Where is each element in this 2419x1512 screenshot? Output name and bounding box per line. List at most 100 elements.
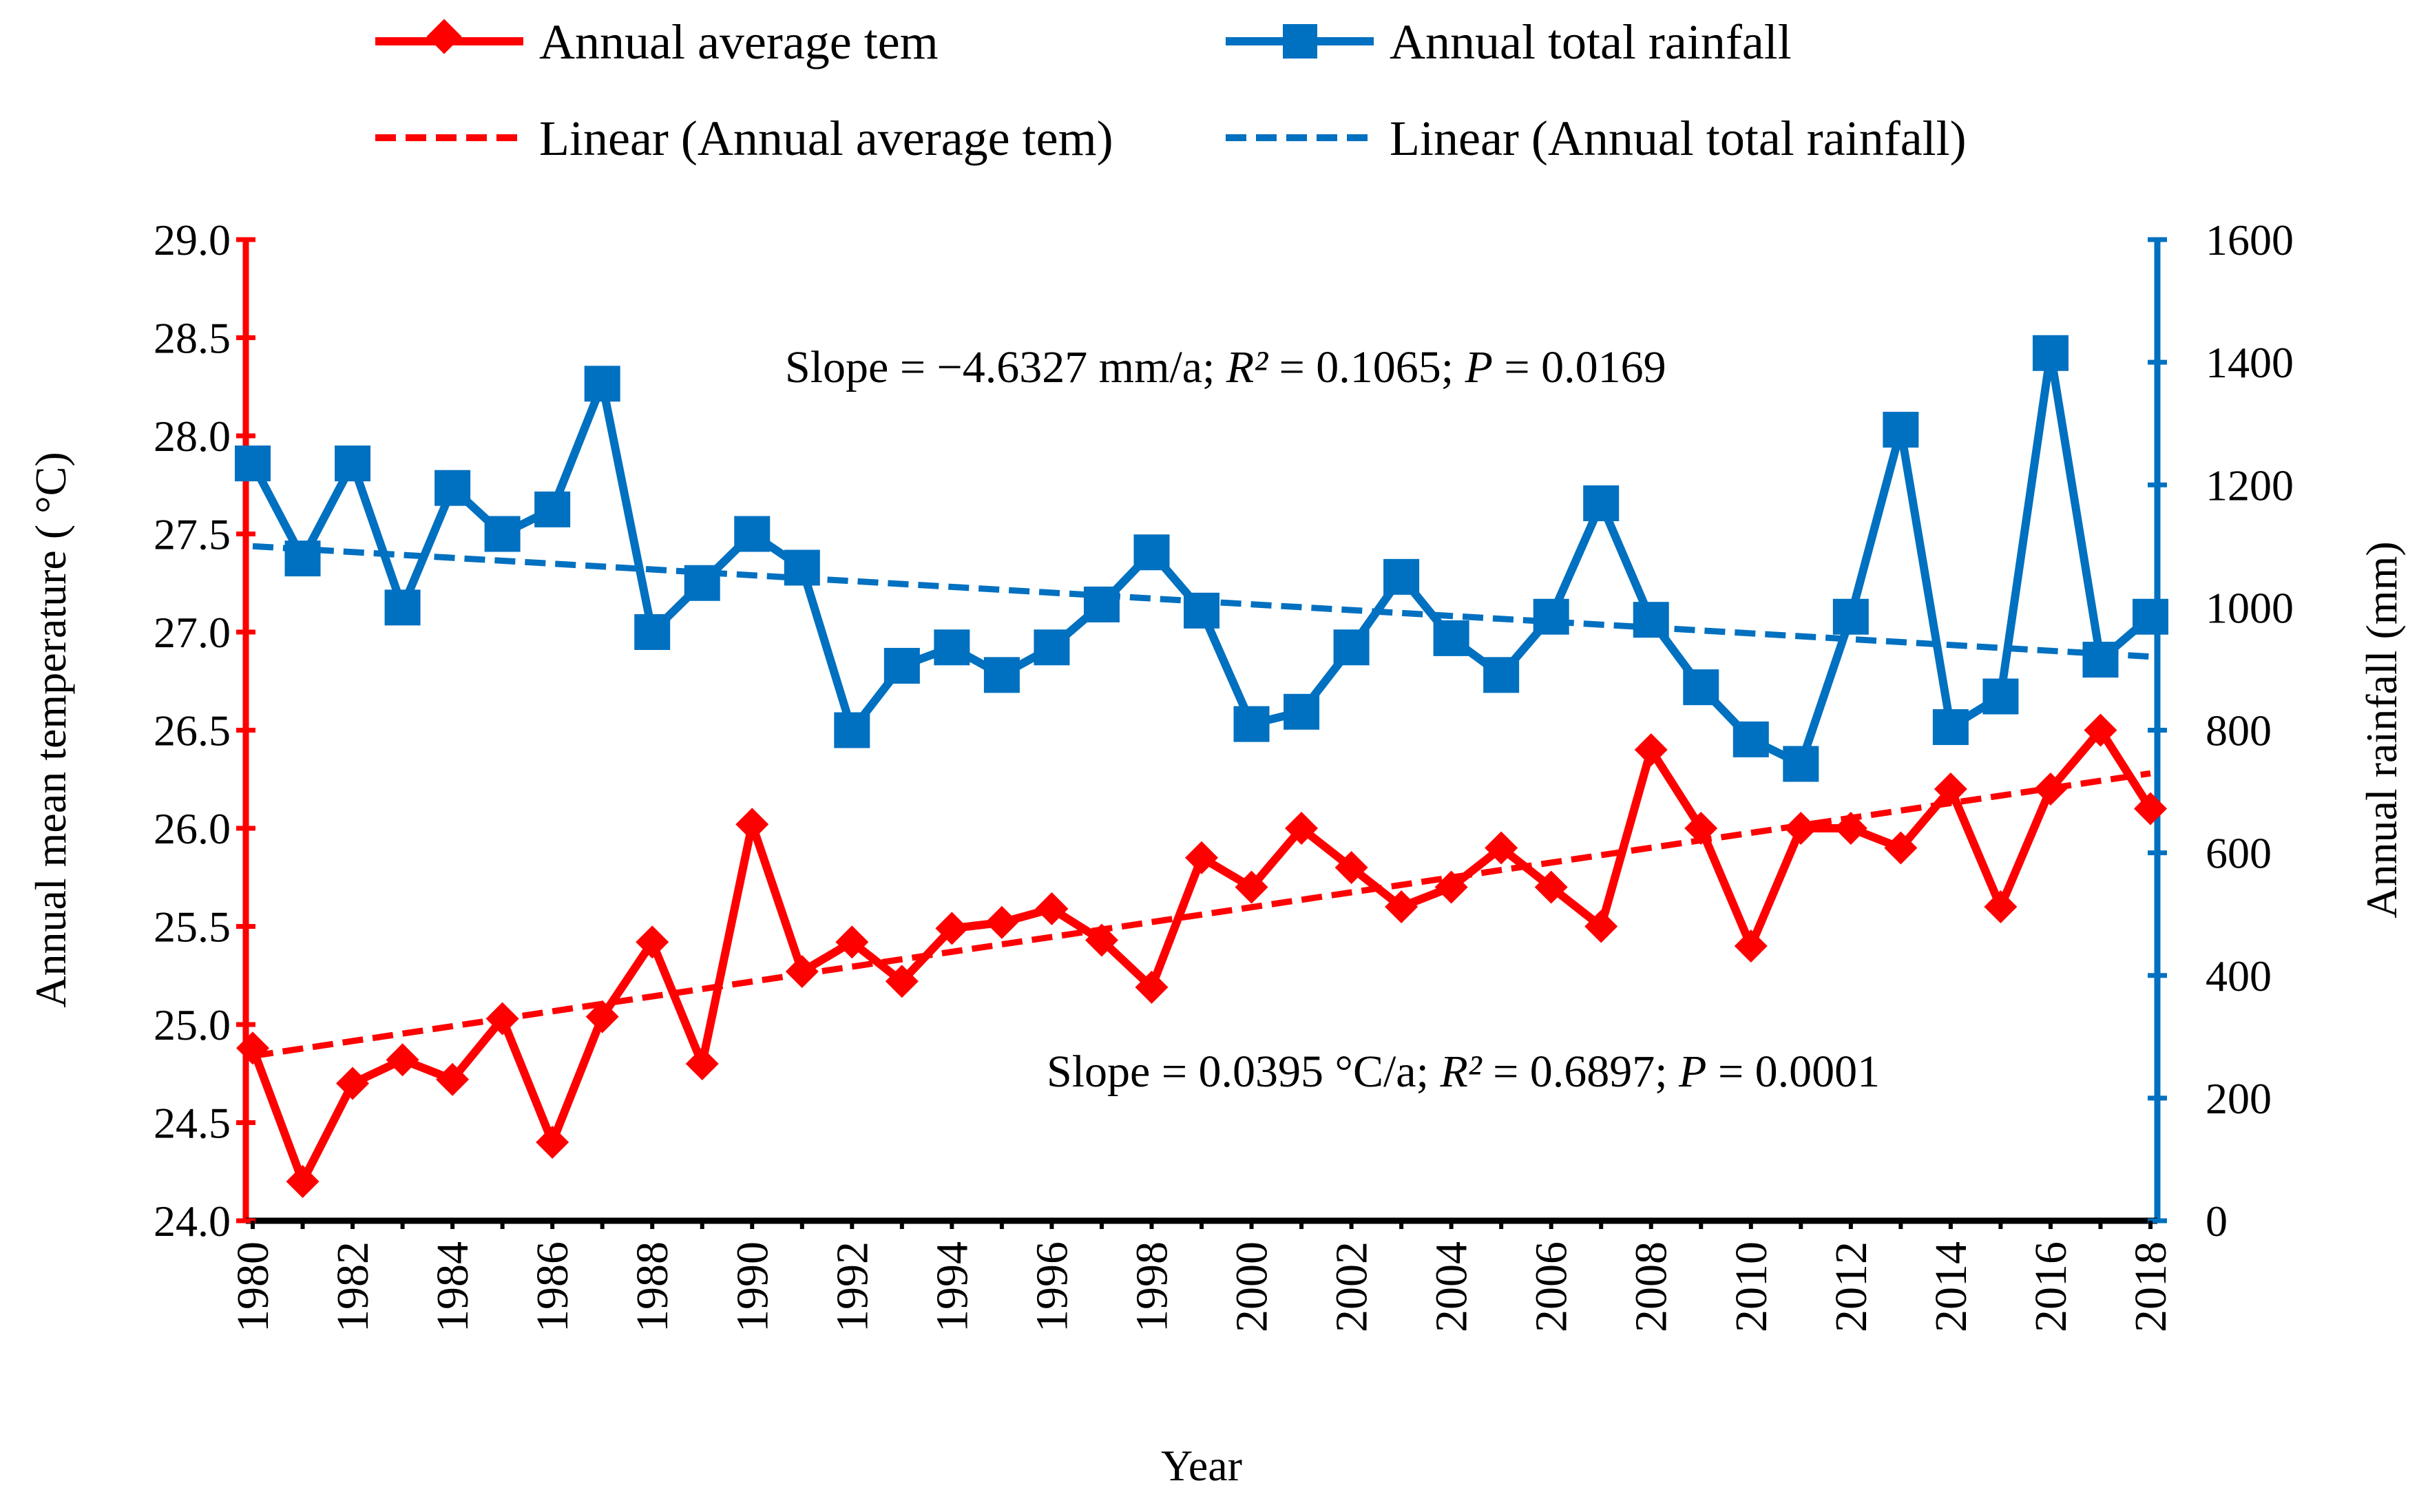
x-tick-label: 2008 — [1626, 1241, 1677, 1332]
rainfall-point-1985 — [484, 516, 521, 552]
temperature-point-2005 — [1485, 831, 1518, 865]
series-line-rainfall — [249, 348, 2153, 768]
annotation-temperature-prefix: Slope = 0.0395 °C/a; — [1047, 1047, 1440, 1097]
annotation-temperature-r2-label: R² — [1439, 1047, 1482, 1097]
x-tick-label: 1996 — [1027, 1241, 1077, 1332]
rainfall-point-1994 — [934, 629, 970, 666]
temperature-point-2001 — [1285, 812, 1319, 845]
temperature-point-2007 — [1584, 910, 1618, 943]
right-y-tick-label: 1000 — [2206, 583, 2294, 632]
legend-entry-temperature: Annual average tem — [375, 14, 939, 70]
legend-label-temperature-trend: Linear (Annual average tem) — [539, 111, 1113, 166]
x-tick-label: 2014 — [1926, 1241, 1976, 1332]
temperature-point-1992 — [835, 925, 869, 959]
annotation-temperature-end: = 0.0001 — [1706, 1047, 1880, 1097]
annotation-temperature-mid: = 0.6897; — [1482, 1047, 1679, 1097]
rainfall-point-2005 — [1483, 657, 1520, 693]
rainfall-point-2008 — [1633, 602, 1669, 638]
x-tick-label: 1986 — [527, 1241, 578, 1332]
legend-entry-rainfall: Annual total rainfall — [1226, 14, 1792, 70]
x-tick-label: 1990 — [727, 1241, 777, 1332]
x-tick-label: 1982 — [328, 1241, 378, 1332]
legend-marker-square — [1283, 24, 1317, 59]
rainfall-point-2013 — [1883, 412, 1919, 448]
temperature-point-2006 — [1534, 870, 1568, 904]
temperature-point-2010 — [1734, 930, 1768, 963]
rainfall-point-1982 — [335, 445, 371, 482]
temperature-point-1999 — [1185, 841, 1218, 874]
rainfall-point-2007 — [1583, 485, 1620, 521]
left-y-tick-label: 25.0 — [154, 1000, 231, 1049]
rainfall-point-2018 — [2133, 598, 2168, 635]
left-y-tick-label: 24.5 — [154, 1099, 231, 1148]
left-y-tick-label: 24.0 — [154, 1197, 231, 1246]
trendline-temperature — [252, 770, 2151, 1060]
temperature-point-1997 — [1085, 923, 1118, 957]
annotation-rainfall-r2-label: R² — [1226, 342, 1268, 392]
rainfall-point-2016 — [2032, 335, 2069, 371]
x-tick-label: 1984 — [428, 1241, 478, 1332]
annotation-temperature-trend: Slope = 0.0395 °C/a; R² = 0.6897; P = 0.… — [1047, 1047, 1880, 1097]
annotation-rainfall-trend: Slope = −4.6327 mm/a; R² = 0.1065; P = 0… — [785, 342, 1666, 392]
rainfall-point-2009 — [1683, 669, 1719, 706]
temperature-point-2015 — [1984, 890, 2018, 923]
temperature-point-1982 — [336, 1067, 370, 1100]
x-tick-label: 1988 — [627, 1241, 678, 1332]
x-tick-label: 2002 — [1327, 1241, 1377, 1332]
annotation-rainfall-prefix: Slope = −4.6327 mm/a; — [785, 342, 1226, 392]
rainfall-point-1984 — [434, 470, 471, 506]
temperature-point-2000 — [1235, 870, 1268, 904]
temperature-point-1986 — [536, 1126, 569, 1159]
rainfall-point-2006 — [1533, 598, 1569, 635]
left-y-tick-label: 25.5 — [154, 903, 231, 952]
annotation-rainfall-mid: = 0.1065; — [1268, 342, 1465, 392]
legend-label-rainfall: Annual total rainfall — [1390, 14, 1792, 70]
rainfall-point-2002 — [1333, 629, 1370, 666]
x-tick-label: 1980 — [228, 1241, 278, 1332]
temperature-point-2008 — [1634, 733, 1668, 766]
rainfall-point-1989 — [684, 565, 720, 601]
x-axis-title: Year — [1161, 1441, 1242, 1490]
left-y-axis-title: Annual mean temperature ( °C) — [26, 452, 75, 1008]
rainfall-point-1992 — [834, 712, 870, 748]
right-y-tick-label: 800 — [2206, 706, 2272, 755]
rainfall-point-2014 — [1932, 709, 1969, 746]
series-markers-temperature — [236, 713, 2167, 1198]
rainfall-point-1999 — [1184, 592, 1219, 629]
rainfall-point-1990 — [734, 516, 771, 552]
temperature-point-1994 — [935, 912, 969, 945]
temperature-point-2013 — [1884, 831, 1918, 865]
right-y-tick-label: 400 — [2206, 952, 2272, 1000]
rainfall-point-1980 — [235, 445, 271, 482]
rainfall-point-1986 — [534, 491, 571, 527]
x-tick-label: 2018 — [2126, 1241, 2176, 1332]
rainfall-point-2001 — [1284, 693, 1320, 730]
legend-entry-temperature-trend: Linear (Annual average tem) — [375, 111, 1113, 166]
temperature-point-1989 — [685, 1047, 719, 1080]
left-y-tick-label: 27.5 — [154, 510, 231, 559]
temperature-point-1995 — [985, 905, 1018, 939]
temperature-point-1980 — [236, 1031, 269, 1065]
temperature-point-2009 — [1684, 812, 1718, 845]
temperature-point-1981 — [286, 1165, 320, 1198]
rainfall-point-1995 — [983, 657, 1020, 693]
x-tick-label: 2000 — [1227, 1241, 1277, 1332]
x-tick-label: 1998 — [1127, 1241, 1177, 1332]
rainfall-point-2003 — [1383, 558, 1420, 595]
left-y-tick-label: 28.0 — [154, 412, 231, 461]
left-y-tick-label: 28.5 — [154, 314, 231, 363]
rainfall-point-1991 — [784, 549, 820, 586]
temperature-point-1996 — [1035, 892, 1069, 925]
left-y-ticks: 24.0 24.5 25.0 25.5 26.0 26.5 27.0 27.5 28.0 28.5… — [154, 216, 255, 1246]
temperature-point-1991 — [785, 955, 819, 989]
x-tick-label: 2016 — [2026, 1241, 2076, 1332]
rainfall-point-2010 — [1732, 721, 1769, 757]
x-tick-label: 2004 — [1427, 1241, 1477, 1332]
right-y-tick-label: 1200 — [2206, 461, 2294, 510]
legend: Annual average tem Annual total rainfall… — [375, 14, 1967, 166]
temperature-point-2016 — [2033, 773, 2067, 806]
right-y-tick-label: 1600 — [2206, 216, 2294, 264]
annotation-temperature-p-label: P — [1678, 1047, 1706, 1097]
